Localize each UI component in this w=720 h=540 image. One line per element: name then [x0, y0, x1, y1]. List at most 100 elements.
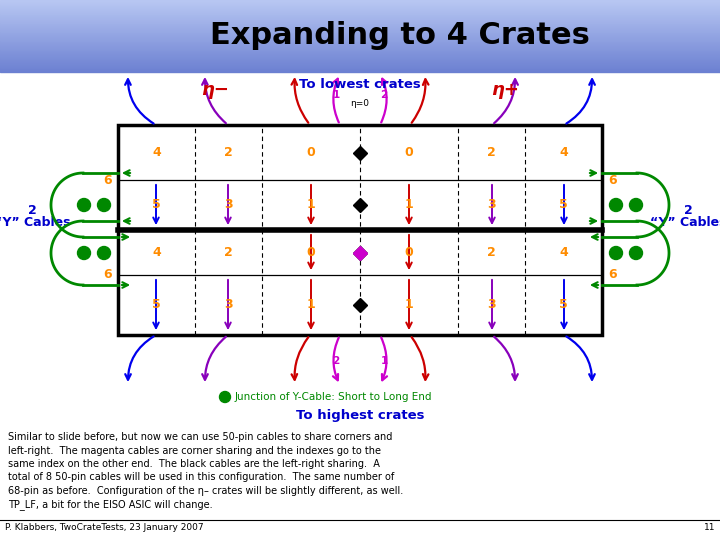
Text: 6: 6 — [104, 173, 112, 186]
Bar — [0, 0, 720, 1]
Bar — [0, 30, 720, 31]
Bar — [0, 16, 720, 17]
Text: total of 8 50-pin cables will be used in this configuration.  The same number of: total of 8 50-pin cables will be used in… — [8, 472, 395, 483]
Bar — [0, 14, 720, 15]
Bar — [0, 37, 720, 38]
Text: Junction of Y-Cable: Short to Long End: Junction of Y-Cable: Short to Long End — [235, 392, 433, 402]
Text: 0: 0 — [405, 146, 413, 159]
Bar — [0, 6, 720, 7]
Bar — [0, 11, 720, 12]
Bar — [0, 44, 720, 45]
Bar — [0, 4, 720, 5]
Bar — [0, 52, 720, 53]
Bar — [0, 17, 720, 18]
Text: 3: 3 — [224, 299, 233, 312]
Bar — [0, 5, 720, 6]
Circle shape — [78, 246, 91, 260]
Bar — [0, 45, 720, 46]
Bar — [0, 71, 720, 72]
Bar — [0, 54, 720, 55]
Bar — [0, 15, 720, 16]
Text: Expanding to 4 Crates: Expanding to 4 Crates — [210, 21, 590, 50]
Bar — [0, 31, 720, 32]
Bar — [0, 29, 720, 30]
Text: TP_LF, a bit for the EISO ASIC will change.: TP_LF, a bit for the EISO ASIC will chan… — [8, 500, 212, 510]
Text: “Y” Cables: “Y” Cables — [649, 215, 720, 228]
Text: 0: 0 — [405, 246, 413, 260]
Circle shape — [78, 199, 91, 212]
Bar — [0, 9, 720, 10]
Bar — [0, 62, 720, 63]
Text: 5: 5 — [152, 299, 161, 312]
Text: 5: 5 — [152, 199, 161, 212]
Bar — [0, 27, 720, 28]
Bar — [0, 32, 720, 33]
Text: 1: 1 — [333, 90, 340, 100]
Text: same index on the other end.  The black cables are the left-right sharing.  A: same index on the other end. The black c… — [8, 459, 380, 469]
Bar — [0, 42, 720, 43]
Bar — [0, 60, 720, 61]
Text: To lowest crates: To lowest crates — [299, 78, 421, 91]
Bar — [0, 59, 720, 60]
Text: 3: 3 — [487, 199, 496, 212]
Text: 1: 1 — [307, 299, 315, 312]
Bar — [0, 46, 720, 47]
Text: 0: 0 — [307, 146, 315, 159]
Bar — [118, 125, 602, 335]
Bar — [0, 10, 720, 11]
Text: 2: 2 — [380, 90, 387, 100]
Text: η+: η+ — [491, 81, 519, 99]
Bar — [0, 24, 720, 25]
Bar — [0, 3, 720, 4]
Text: η=0: η=0 — [351, 98, 369, 107]
Text: 5: 5 — [559, 199, 568, 212]
Bar — [0, 48, 720, 49]
Text: 4: 4 — [152, 146, 161, 159]
Bar — [0, 64, 720, 65]
Bar — [0, 26, 720, 27]
Bar — [0, 53, 720, 54]
Text: 3: 3 — [487, 299, 496, 312]
Bar — [0, 39, 720, 40]
Text: 11: 11 — [703, 523, 715, 532]
Bar — [0, 35, 720, 36]
Text: left-right.  The magenta cables are corner sharing and the indexes go to the: left-right. The magenta cables are corne… — [8, 446, 381, 456]
Text: 4: 4 — [559, 246, 568, 260]
Text: 2: 2 — [333, 356, 340, 366]
Text: 2: 2 — [224, 146, 233, 159]
Bar — [0, 28, 720, 29]
Bar — [0, 66, 720, 68]
Text: 68-pin as before.  Configuration of the η– crates will be slightly different, as: 68-pin as before. Configuration of the η… — [8, 486, 403, 496]
Bar — [0, 61, 720, 62]
Bar — [0, 18, 720, 19]
Bar — [0, 50, 720, 51]
Bar — [0, 21, 720, 22]
Bar — [0, 49, 720, 50]
Text: To highest crates: To highest crates — [296, 408, 424, 422]
Bar — [0, 68, 720, 69]
Bar — [0, 70, 720, 71]
Text: 2: 2 — [27, 204, 37, 217]
Text: “Y” Cables: “Y” Cables — [0, 215, 71, 228]
Bar — [0, 38, 720, 39]
Bar — [0, 36, 720, 37]
Text: 1: 1 — [405, 199, 413, 212]
Text: 2: 2 — [487, 246, 496, 260]
Circle shape — [97, 199, 110, 212]
Bar — [0, 58, 720, 59]
Text: 0: 0 — [307, 246, 315, 260]
Bar — [0, 40, 720, 42]
Circle shape — [610, 199, 623, 212]
Bar — [0, 8, 720, 9]
Text: 3: 3 — [224, 199, 233, 212]
Bar — [0, 22, 720, 23]
Text: 4: 4 — [559, 146, 568, 159]
Text: 2: 2 — [487, 146, 496, 159]
Circle shape — [97, 246, 110, 260]
Bar — [0, 65, 720, 66]
Text: 2: 2 — [683, 204, 693, 217]
Circle shape — [629, 246, 642, 260]
Text: Similar to slide before, but now we can use 50-pin cables to share corners and: Similar to slide before, but now we can … — [8, 432, 392, 442]
Text: 1: 1 — [380, 356, 387, 366]
Bar — [0, 7, 720, 8]
